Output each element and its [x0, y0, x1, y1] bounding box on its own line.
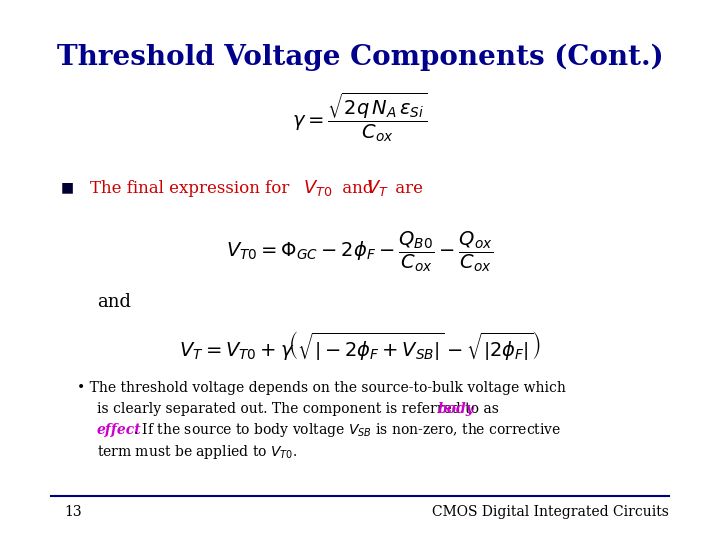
- Text: $\gamma = \dfrac{\sqrt{2q\,N_A\,\varepsilon_{Si}}}{C_{ox}}$: $\gamma = \dfrac{\sqrt{2q\,N_A\,\varepsi…: [292, 91, 428, 144]
- Text: body: body: [438, 402, 474, 416]
- Text: Threshold Voltage Components (Cont.): Threshold Voltage Components (Cont.): [57, 44, 663, 71]
- Text: • The threshold voltage depends on the source-to-bulk voltage which: • The threshold voltage depends on the s…: [77, 381, 566, 395]
- Text: 13: 13: [64, 505, 82, 519]
- Text: and: and: [337, 180, 379, 197]
- Text: $V_T = V_{T0} + \gamma\!\left(\sqrt{\left|-2\phi_F + V_{SB}\right|} - \sqrt{\lef: $V_T = V_{T0} + \gamma\!\left(\sqrt{\lef…: [179, 330, 541, 363]
- Text: $V_{T0}$: $V_{T0}$: [302, 178, 332, 199]
- Text: effect: effect: [97, 423, 142, 437]
- Text: The final expression for: The final expression for: [91, 180, 295, 197]
- Text: term must be applied to $V_{T0}$.: term must be applied to $V_{T0}$.: [97, 442, 297, 461]
- Text: $V_T$: $V_T$: [366, 178, 390, 199]
- Text: CMOS Digital Integrated Circuits: CMOS Digital Integrated Circuits: [432, 505, 669, 519]
- Text: and: and: [97, 293, 131, 310]
- Text: is clearly separated out. The component is referred to as: is clearly separated out. The component …: [97, 402, 503, 416]
- Text: EPD: EPD: [24, 510, 44, 519]
- Text: $\blacksquare$: $\blacksquare$: [60, 181, 74, 195]
- Text: . If the source to body voltage $V_{SB}$ is non-zero, the corrective: . If the source to body voltage $V_{SB}$…: [133, 421, 562, 440]
- Text: are: are: [390, 180, 423, 197]
- Text: $V_{T0} = \Phi_{GC} - 2\phi_F - \dfrac{Q_{B0}}{C_{ox}} - \dfrac{Q_{ox}}{C_{ox}}$: $V_{T0} = \Phi_{GC} - 2\phi_F - \dfrac{Q…: [226, 230, 494, 274]
